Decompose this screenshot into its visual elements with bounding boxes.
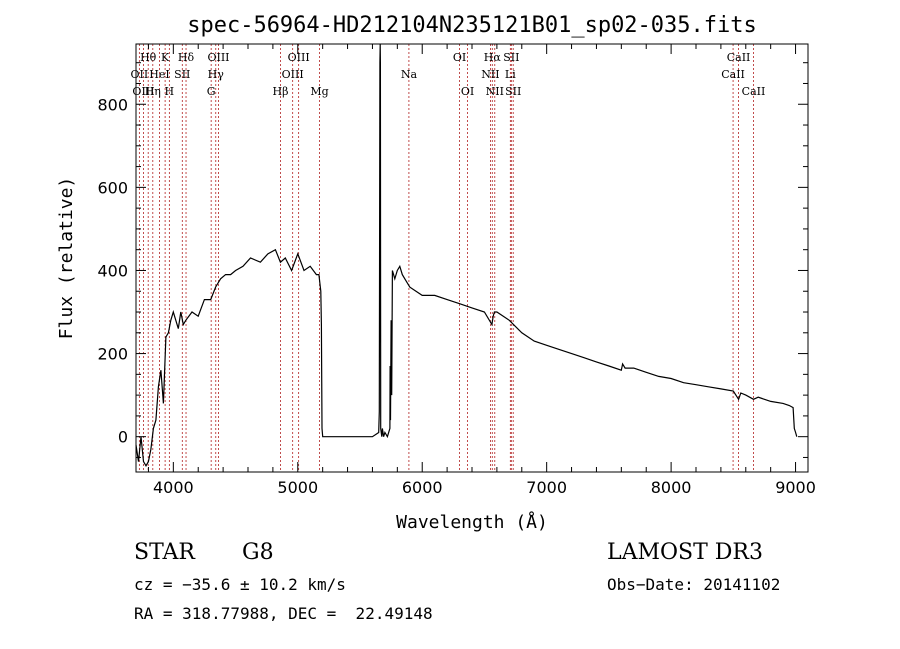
marker-label-25: CaII	[721, 68, 745, 81]
marker-label-14: OIII	[288, 51, 310, 64]
y-tick-label-800: 800	[97, 95, 128, 114]
y-tick-label-600: 600	[97, 178, 128, 197]
observation-date: Obs−Date: 20141102	[607, 575, 781, 594]
marker-label-8: Hδ	[178, 51, 195, 64]
x-tick-label-8000: 8000	[651, 478, 692, 497]
y-axis-label: Flux (relative)	[56, 177, 77, 340]
survey-name: LAMOST DR3	[607, 540, 763, 565]
line-markers	[138, 44, 754, 472]
y-axis-ticks: 0 200 400 600 800	[97, 62, 808, 458]
marker-label-6: H	[165, 85, 175, 98]
marker-label-26: CaII	[727, 51, 751, 64]
chart-title: spec-56964-HD212104N235121B01_sp02-035.f…	[187, 13, 757, 38]
marker-label-27: CaII	[742, 85, 766, 98]
line-marker-labels: HθOIIOIIIHηHeIKHSIIHδGHγOIIIHβOIIIOIIIMg…	[131, 51, 766, 98]
x-tick-label-4000: 4000	[153, 478, 194, 497]
marker-label-23: Li	[505, 68, 516, 81]
marker-label-22: SII	[503, 51, 519, 64]
y-tick-label-200: 200	[97, 345, 128, 364]
marker-label-1: OII	[131, 68, 149, 81]
marker-label-16: Na	[401, 68, 418, 81]
marker-label-0: Hθ	[140, 51, 157, 64]
x-tick-label-9000: 9000	[775, 478, 816, 497]
marker-label-9: G	[207, 85, 216, 98]
marker-label-12: Hβ	[273, 85, 289, 98]
marker-label-2: OIII	[132, 85, 154, 98]
x-tick-label-7000: 7000	[526, 478, 567, 497]
marker-label-21: NII	[486, 85, 504, 98]
y-tick-label-0: 0	[118, 428, 128, 447]
x-axis-ticks: 4000 5000 6000 7000 8000 9000	[147, 44, 816, 497]
marker-label-5: K	[161, 51, 170, 64]
marker-label-13: OIII	[282, 68, 304, 81]
marker-label-24: SII	[505, 85, 521, 98]
marker-label-18: OI	[461, 85, 474, 98]
marker-label-19: NII	[481, 68, 499, 81]
marker-label-7: SII	[174, 68, 190, 81]
marker-label-4: HeI	[149, 68, 169, 81]
marker-label-17: OI	[453, 51, 466, 64]
y-tick-label-400: 400	[97, 261, 128, 280]
marker-label-10: Hγ	[208, 68, 225, 81]
redshift-cz: cz = −35.6 ± 10.2 km/s	[134, 575, 346, 594]
ra-dec: RA = 318.77988, DEC = 22.49148	[134, 604, 433, 623]
x-tick-label-5000: 5000	[277, 478, 318, 497]
marker-label-15: Mg	[310, 85, 328, 98]
marker-label-3: Hη	[145, 85, 161, 98]
object-class: STAR	[134, 540, 195, 565]
marker-label-20: Hα	[484, 51, 502, 64]
marker-label-11: OIII	[207, 51, 229, 64]
x-axis-label: Wavelength (Å)	[396, 511, 548, 533]
x-tick-label-6000: 6000	[402, 478, 443, 497]
spectrum-line	[135, 43, 798, 467]
object-subclass: G8	[242, 540, 274, 565]
plot-frame	[135, 43, 809, 473]
